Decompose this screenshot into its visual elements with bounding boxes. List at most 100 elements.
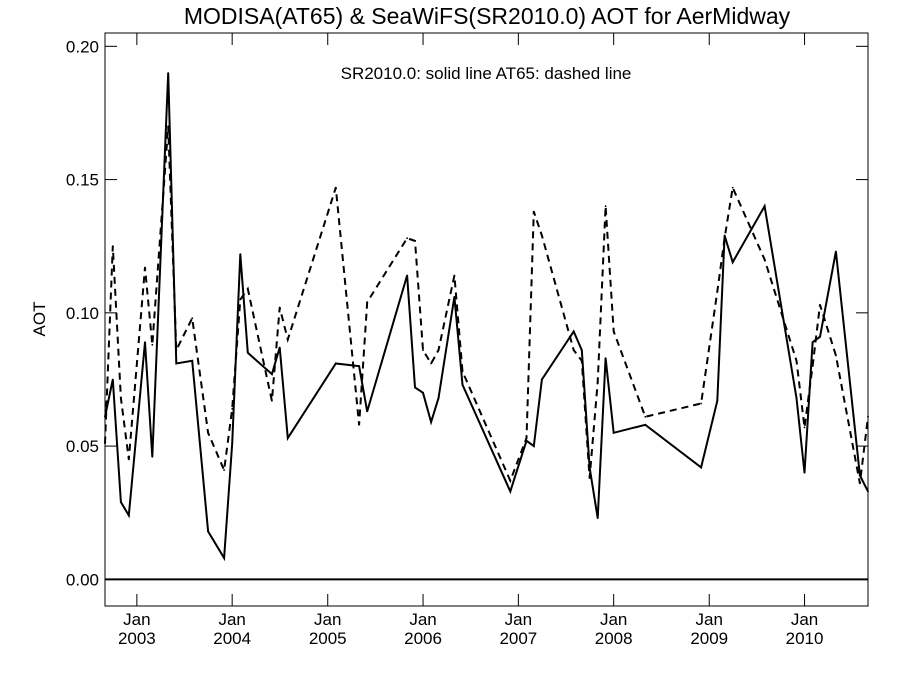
data-point-at65	[334, 186, 337, 189]
data-point-at65	[104, 442, 106, 445]
data-point-sr2010-0	[271, 373, 273, 375]
data-point-sr2010-0	[223, 557, 226, 559]
data-point-sr2010-0	[422, 391, 424, 394]
data-point-sr2010-0	[334, 362, 337, 365]
data-point-at65	[731, 186, 734, 189]
y-tick-label: 0.10	[66, 304, 99, 323]
data-point-sr2010-0	[835, 250, 837, 253]
data-point-at65	[612, 330, 615, 333]
y-tick-label: 0.20	[66, 37, 99, 56]
data-point-sr2010-0	[811, 341, 814, 344]
x-tick-month-label: Jan	[791, 610, 818, 629]
data-point-at65	[580, 359, 583, 362]
x-tick-month-label: Jan	[505, 610, 532, 629]
data-point-sr2010-0	[286, 437, 289, 439]
data-point-sr2010-0	[278, 346, 281, 349]
x-tick-month-label: Jan	[314, 610, 341, 629]
data-point-sr2010-0	[246, 351, 249, 354]
data-point-sr2010-0	[580, 349, 583, 351]
data-point-at65	[358, 423, 360, 426]
data-point-sr2010-0	[867, 490, 869, 493]
data-point-at65	[151, 343, 154, 346]
data-point-at65	[525, 437, 528, 439]
data-point-sr2010-0	[819, 335, 821, 338]
data-point-sr2010-0	[231, 442, 234, 445]
x-tick-month-label: Jan	[218, 610, 245, 629]
data-point-sr2010-0	[541, 378, 543, 381]
data-point-at65	[239, 298, 242, 301]
data-point-sr2010-0	[414, 386, 416, 389]
data-point-at65	[541, 234, 543, 237]
series-layer	[104, 72, 869, 562]
x-tick-month-label: Jan	[409, 610, 436, 629]
data-point-at65	[422, 349, 424, 351]
data-point-at65	[819, 303, 821, 306]
data-point-sr2010-0	[731, 261, 734, 264]
data-point-at65	[795, 359, 798, 362]
series-line-sr2010-0	[104, 72, 869, 562]
data-point-sr2010-0	[723, 234, 726, 237]
y-axis-label: AOT	[30, 302, 49, 337]
data-point-sr2010-0	[207, 530, 210, 533]
data-point-sr2010-0	[532, 445, 535, 447]
data-point-at65	[120, 397, 122, 399]
y-tick-label: 0.15	[66, 171, 99, 190]
x-tick-month-label: Jan	[123, 610, 150, 629]
data-point-at65	[803, 426, 806, 429]
data-point-at65	[366, 301, 369, 304]
data-point-sr2010-0	[239, 253, 242, 256]
x-tick-year-label: 2005	[309, 629, 347, 648]
data-point-at65	[453, 274, 456, 277]
data-point-at65	[223, 469, 226, 471]
data-point-sr2010-0	[795, 397, 798, 399]
data-point-at65	[231, 407, 234, 410]
data-point-sr2010-0	[700, 466, 702, 469]
data-point-at65	[271, 399, 273, 402]
data-point-at65	[596, 381, 599, 383]
line-style-annotation: SR2010.0: solid line AT65: dashed line	[341, 64, 632, 83]
data-point-at65	[175, 349, 178, 351]
data-point-sr2010-0	[144, 341, 146, 344]
data-point-sr2010-0	[612, 431, 615, 434]
plot-frame	[104, 32, 869, 607]
data-point-sr2010-0	[111, 378, 114, 381]
y-tick-label: 0.05	[66, 437, 99, 456]
data-point-at65	[509, 479, 512, 482]
data-point-sr2010-0	[716, 399, 719, 402]
data-point-at65	[191, 317, 194, 320]
x-tick-year-label: 2006	[404, 629, 442, 648]
data-point-sr2010-0	[604, 357, 607, 359]
axes-layer: 0.000.050.100.150.20Jan2003Jan2004Jan200…	[66, 33, 868, 648]
data-point-at65	[835, 354, 837, 357]
data-point-sr2010-0	[366, 410, 369, 413]
series-line-at65	[104, 126, 869, 484]
data-point-at65	[811, 365, 814, 367]
data-point-at65	[437, 349, 440, 351]
data-point-sr2010-0	[167, 72, 170, 74]
data-point-sr2010-0	[572, 330, 575, 333]
data-point-at65	[588, 477, 591, 479]
data-point-sr2010-0	[120, 501, 122, 503]
data-point-sr2010-0	[803, 471, 806, 474]
data-point-at65	[286, 338, 289, 341]
data-point-at65	[716, 290, 719, 293]
data-point-at65	[167, 125, 170, 128]
x-tick-year-label: 2004	[213, 629, 251, 648]
x-tick-year-label: 2009	[690, 629, 728, 648]
data-point-at65	[430, 362, 432, 365]
x-tick-year-label: 2010	[786, 629, 824, 648]
data-point-at65	[700, 402, 702, 405]
data-point-at65	[572, 349, 575, 351]
data-point-at65	[859, 482, 861, 485]
data-point-at65	[604, 205, 607, 208]
data-point-sr2010-0	[509, 490, 512, 493]
data-point-sr2010-0	[596, 517, 599, 519]
x-tick-month-label: Jan	[696, 610, 723, 629]
data-point-sr2010-0	[644, 423, 647, 426]
data-point-sr2010-0	[175, 362, 178, 365]
x-tick-month-label: Jan	[600, 610, 627, 629]
x-tick-year-label: 2007	[499, 629, 537, 648]
data-point-at65	[144, 266, 146, 269]
data-point-sr2010-0	[430, 421, 432, 423]
